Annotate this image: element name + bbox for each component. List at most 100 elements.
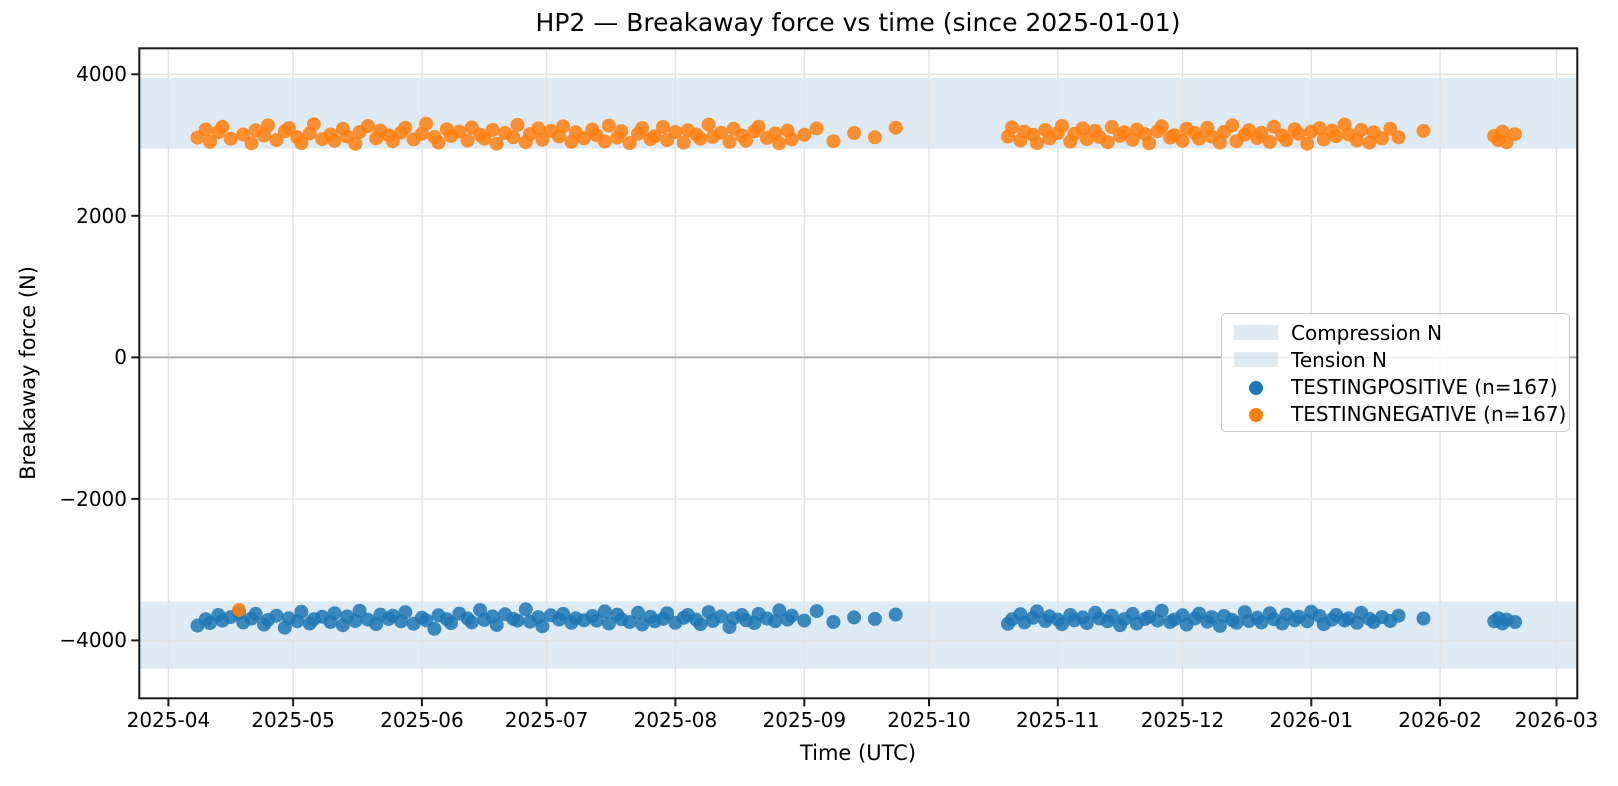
data-point: [452, 124, 467, 139]
data-point: [714, 125, 729, 140]
data-point: [427, 621, 442, 636]
data-point: [531, 121, 546, 136]
data-point: [535, 619, 550, 634]
data-point: [797, 127, 812, 142]
data-point: [327, 133, 342, 148]
data-point: [751, 119, 766, 134]
data-point: [1212, 135, 1227, 150]
data-point: [510, 613, 525, 628]
data-point: [784, 608, 799, 623]
legend-label-tension: Tension N: [1291, 347, 1388, 372]
data-point: [306, 117, 321, 132]
x-tick-label: 2025-04: [126, 708, 211, 732]
data-point: [714, 609, 729, 624]
data-point: [1075, 121, 1090, 136]
y-tick-label: −2000: [59, 486, 127, 511]
x-tick-label: 2025-06: [380, 708, 464, 732]
data-point: [1262, 134, 1277, 149]
data-point: [809, 121, 824, 136]
data-point: [460, 133, 475, 148]
data-point: [1391, 130, 1406, 145]
data-point: [1416, 611, 1431, 626]
data-point: [668, 125, 683, 139]
data-point: [867, 611, 882, 626]
data-point: [1291, 126, 1306, 141]
data-point: [1204, 610, 1219, 625]
data-point: [1266, 119, 1281, 134]
data-point: [489, 136, 504, 151]
data-point: [601, 616, 616, 631]
data-point: [768, 614, 783, 629]
legend-item-compression: Compression N: [1234, 319, 1557, 346]
data-point: [739, 133, 754, 148]
data-point: [281, 121, 296, 136]
data-point: [236, 127, 251, 142]
data-point: [1495, 124, 1510, 139]
chart-title: HP2 — Breakaway force vs time (since 202…: [535, 8, 1181, 37]
data-point: [203, 134, 217, 149]
legend-item-testingpositive: TESTINGPOSITIVE (n=167): [1234, 373, 1558, 400]
data-point: [269, 608, 284, 623]
x-axis-label: Time (UTC): [799, 741, 917, 765]
x-tick-label: 2025-05: [251, 708, 335, 732]
data-point: [294, 136, 309, 150]
legend-label-testingnegative: TESTINGNEGATIVE (n=167): [1291, 401, 1567, 426]
data-point: [635, 121, 650, 136]
data-point: [248, 606, 263, 621]
data-point: [1104, 120, 1119, 134]
data-point: [772, 136, 787, 151]
data-point: [772, 603, 787, 618]
data-point: [656, 120, 670, 134]
data-point: [867, 130, 882, 145]
data-point: [398, 605, 413, 620]
data-point: [631, 605, 645, 620]
data-point: [693, 131, 708, 146]
data-point: [1175, 133, 1190, 148]
x-tick-label: 2025-10: [887, 708, 971, 732]
x-tick-label: 2026-01: [1269, 708, 1354, 732]
x-tick-label: 2025-12: [1140, 708, 1225, 732]
data-point: [352, 603, 367, 618]
data-point: [1154, 603, 1169, 618]
data-point: [232, 603, 246, 617]
y-tick-label: 4000: [76, 62, 127, 87]
data-point: [601, 118, 616, 133]
y-tick-label: 0: [114, 345, 127, 370]
data-point: [1030, 136, 1044, 150]
legend: Compression N Tension N TESTINGPOSITIVE …: [1221, 313, 1570, 432]
legend-label-testingpositive: TESTINGPOSITIVE (n=167): [1291, 374, 1558, 399]
data-point: [888, 120, 903, 135]
legend-item-tension: Tension N: [1234, 346, 1557, 373]
data-point: [1254, 125, 1269, 140]
y-tick-label: −4000: [59, 628, 127, 653]
data-point: [1316, 132, 1331, 147]
data-point: [847, 610, 862, 625]
data-point: [535, 132, 550, 147]
data-point: [826, 134, 841, 149]
x-tick-label: 2026-02: [1398, 708, 1482, 732]
data-point: [1229, 615, 1244, 630]
data-point: [327, 606, 342, 621]
data-point: [614, 124, 629, 139]
compression-band-swatch: [1234, 325, 1278, 340]
data-point: [1054, 119, 1069, 133]
data-point: [348, 136, 363, 151]
data-point: [1225, 118, 1240, 133]
data-point: [597, 604, 612, 619]
data-point: [294, 604, 309, 619]
data-point: [676, 135, 691, 150]
data-point: [1329, 129, 1344, 144]
data-point: [198, 122, 213, 137]
data-point: [826, 615, 841, 629]
data-point: [693, 617, 708, 632]
data-point: [1300, 136, 1315, 151]
data-point: [589, 613, 604, 628]
data-point: [464, 615, 479, 630]
series-testingpositive: [190, 602, 1522, 636]
data-point: [1054, 617, 1069, 632]
data-point: [722, 134, 737, 149]
data-point: [622, 136, 637, 150]
x-tick-label: 2025-09: [762, 708, 847, 732]
legend-label-compression: Compression N: [1291, 320, 1443, 345]
x-tick-label: 2025-11: [1016, 708, 1100, 732]
